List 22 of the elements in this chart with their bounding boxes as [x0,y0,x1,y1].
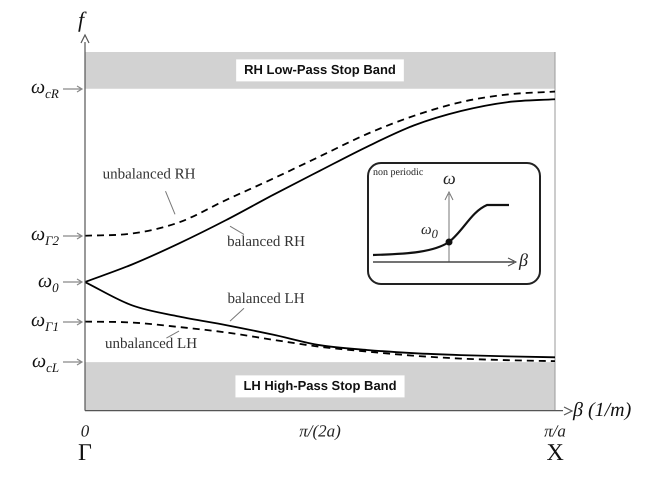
annotation: ω$_{Γ1}$ [31,309,60,334]
text: Γ [78,440,92,466]
x-tick-label: π/a [544,421,566,440]
annotation: ω [443,168,456,189]
annotation: ω$_{0}$ [38,270,59,295]
annotation: ω$_{Γ2}$ [31,223,60,248]
series-label: unbalanced RH [102,166,196,182]
annotation: ω$_{0}$ [421,222,438,242]
x-axis-title: β (1/m) [572,398,632,421]
band-label: LH High-Pass Stop Band [243,378,397,393]
y-axis-title: f [78,6,87,32]
series-label: unbalanced LH [104,336,198,352]
text: X [546,440,564,466]
series-label: balanced RH [227,234,306,250]
series-label: balanced LH [227,291,305,308]
x-tick-label: π/(2a) [299,421,342,440]
annotation: ω$_{cL}$ [32,350,60,375]
annotation: ω$_{cR}$ [31,76,59,102]
annotation: non periodic [373,167,424,178]
annotation: β [519,250,528,271]
band-label: RH Low-Pass Stop Band [244,62,396,77]
x-tick-label: 0 [80,421,90,440]
